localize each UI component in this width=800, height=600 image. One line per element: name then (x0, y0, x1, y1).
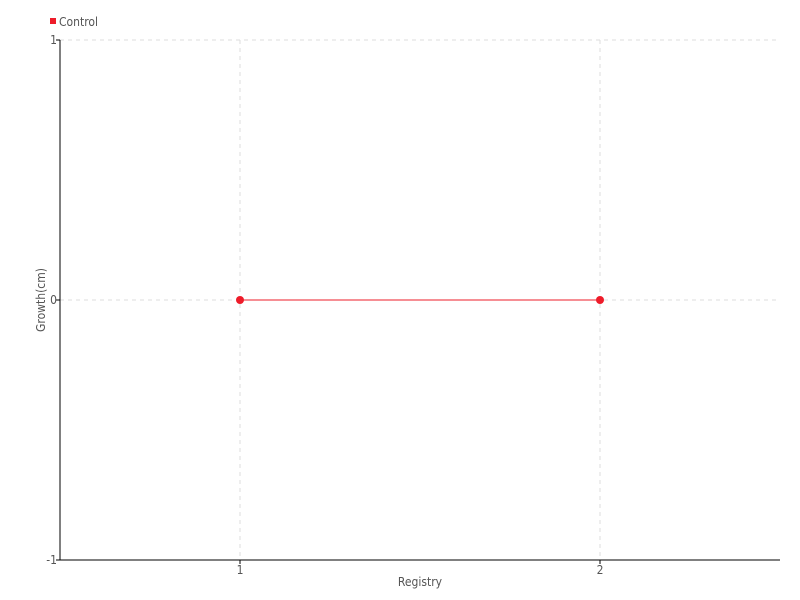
data-point (596, 296, 604, 304)
x-tick-label: 1 (237, 563, 244, 577)
data-point (236, 296, 244, 304)
x-tick-label: 2 (597, 563, 604, 577)
y-tick-label: 1 (50, 33, 57, 47)
legend-label: Control (59, 15, 98, 29)
legend-marker (50, 18, 56, 24)
y-tick-label: 0 (50, 293, 57, 307)
x-axis-label: Registry (398, 575, 443, 589)
y-axis-label: Growth(cm) (34, 268, 48, 332)
y-tick-label: -1 (46, 553, 57, 567)
